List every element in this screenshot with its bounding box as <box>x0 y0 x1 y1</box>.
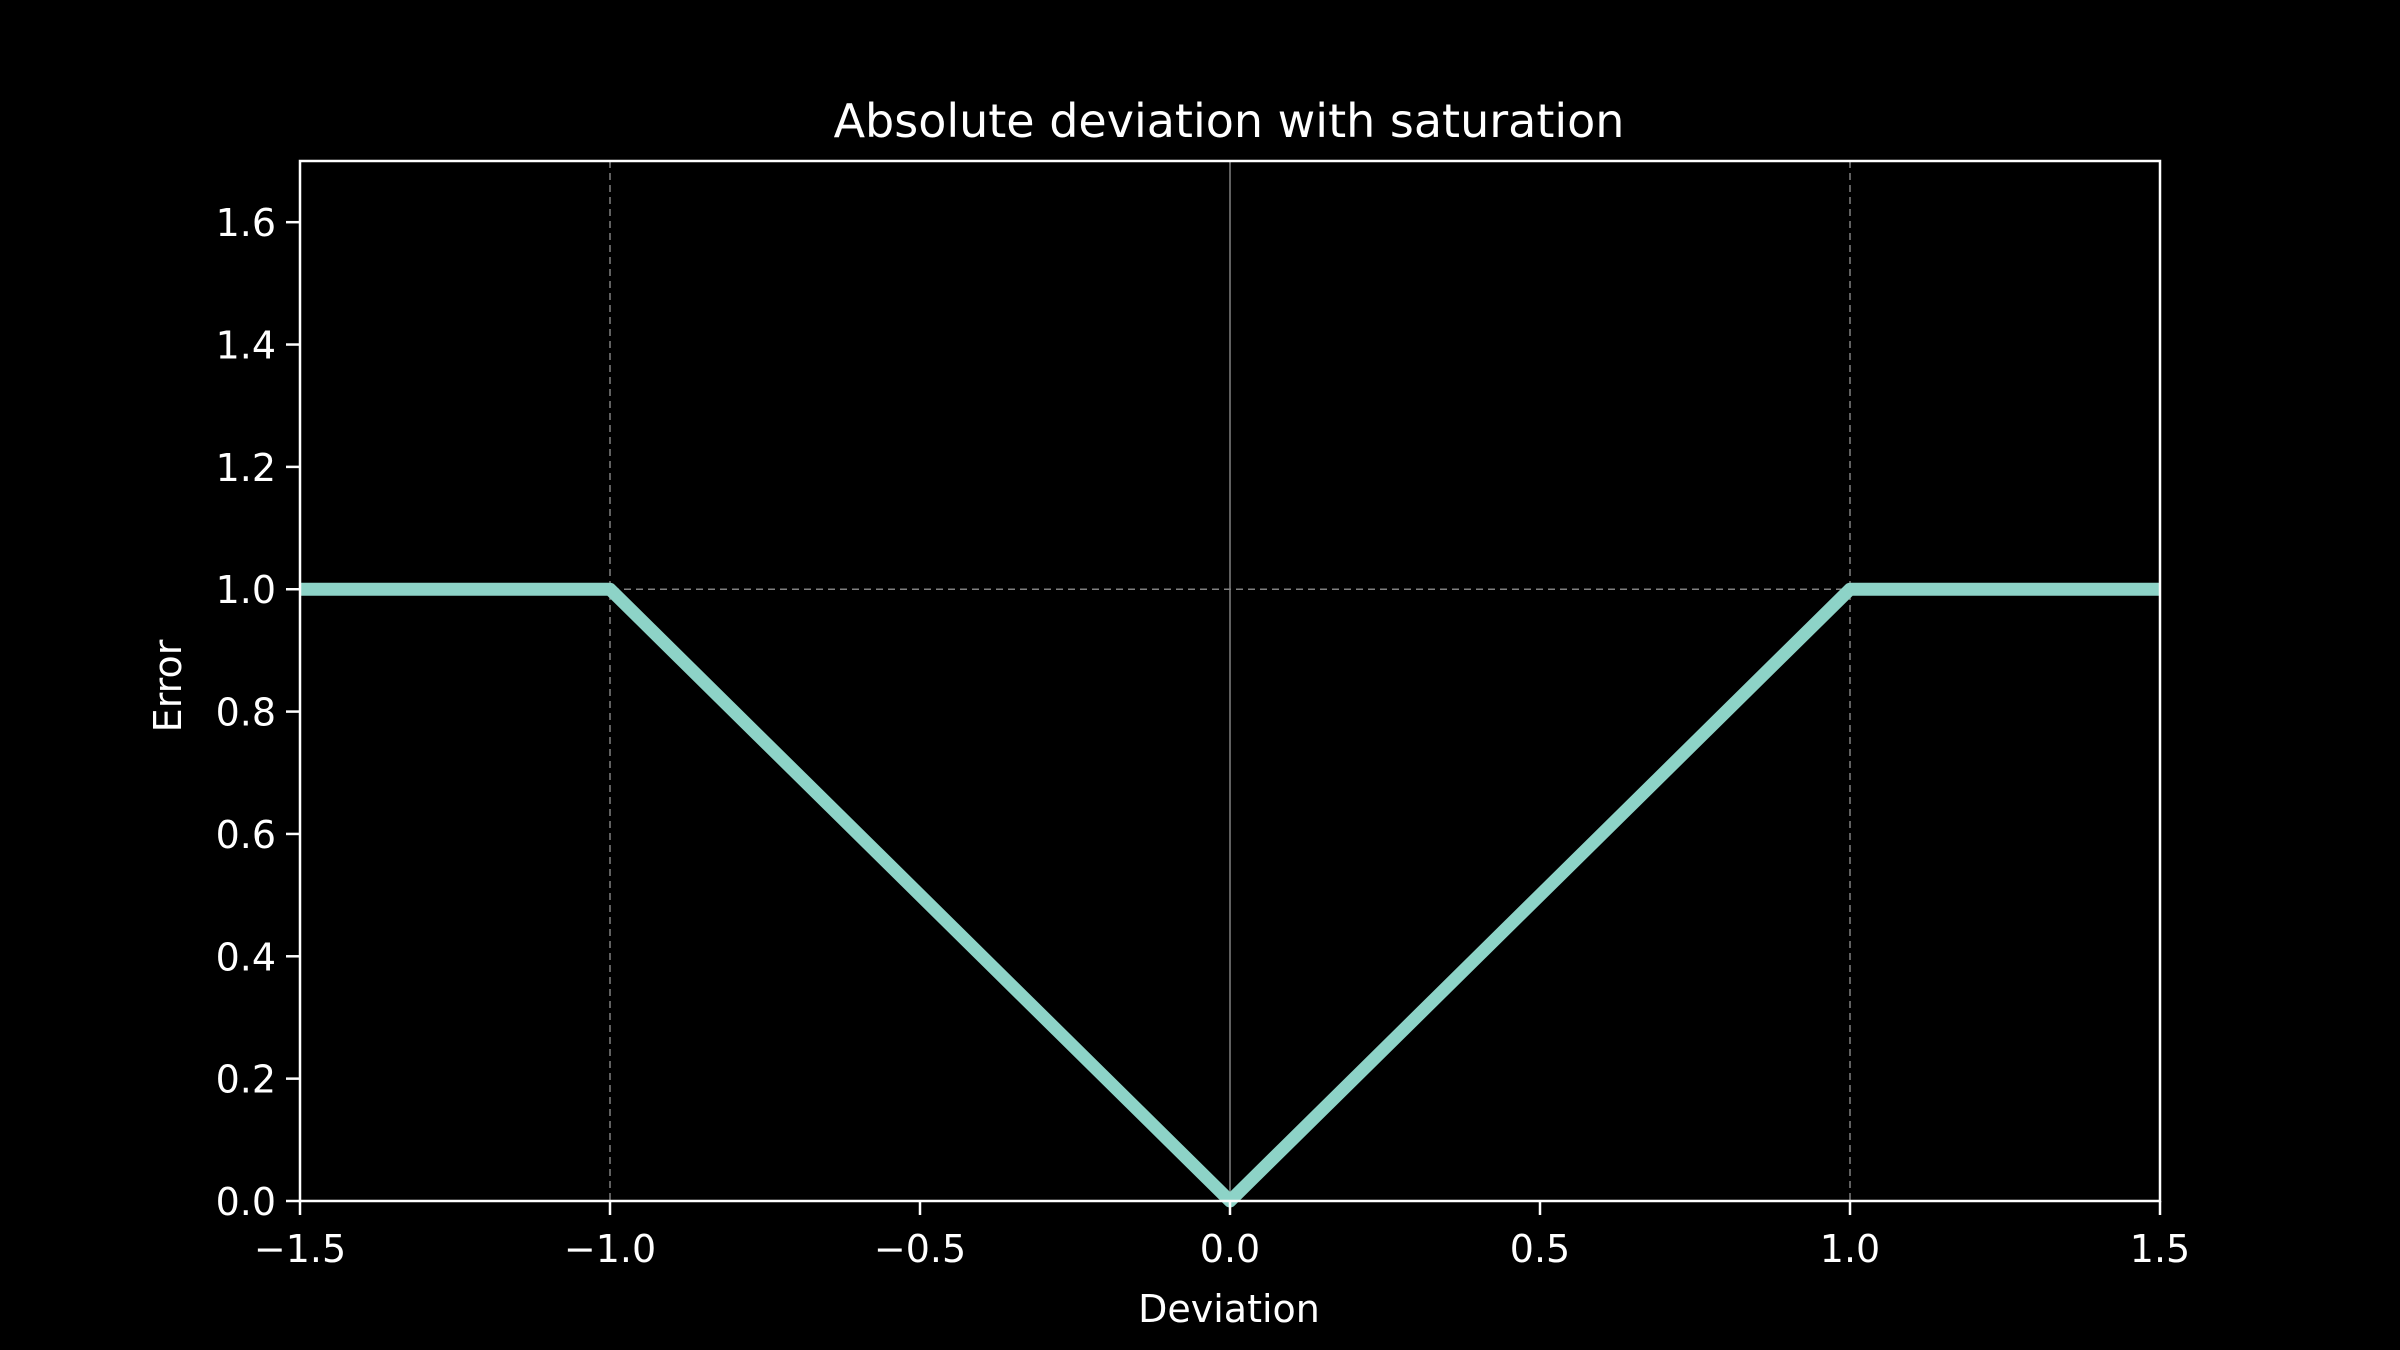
x-tick-label: 0.0 <box>1200 1227 1260 1271</box>
x-tick-label: 0.5 <box>1510 1227 1570 1271</box>
y-tick-label: 1.4 <box>216 324 276 368</box>
x-tick-label: 1.0 <box>1820 1227 1880 1271</box>
y-axis-label: Error <box>146 639 190 732</box>
y-tick-label: 1.2 <box>216 446 276 490</box>
y-tick-label: 1.6 <box>216 201 276 245</box>
y-tick-label: 0.4 <box>216 935 276 979</box>
x-tick-label: −1.5 <box>254 1227 346 1271</box>
x-tick-label: −0.5 <box>874 1227 966 1271</box>
y-tick-label: 0.2 <box>216 1058 276 1102</box>
y-tick-label: 1.0 <box>216 568 276 612</box>
x-tick-label: 1.5 <box>2130 1227 2190 1271</box>
y-tick-label: 0.0 <box>216 1180 276 1224</box>
x-tick-label: −1.0 <box>564 1227 656 1271</box>
y-tick-label: 0.8 <box>216 691 276 735</box>
chart-title: Absolute deviation with saturation <box>834 94 1625 148</box>
x-axis-ticks: −1.5 −1.0 −0.5 0.0 0.5 1.0 1.5 <box>254 1201 2190 1271</box>
y-tick-label: 0.6 <box>216 813 276 857</box>
x-axis-label: Deviation <box>1138 1287 1320 1331</box>
y-axis-ticks: 0.0 0.2 0.4 0.6 0.8 1.0 1.2 1.4 1.6 <box>216 201 300 1224</box>
